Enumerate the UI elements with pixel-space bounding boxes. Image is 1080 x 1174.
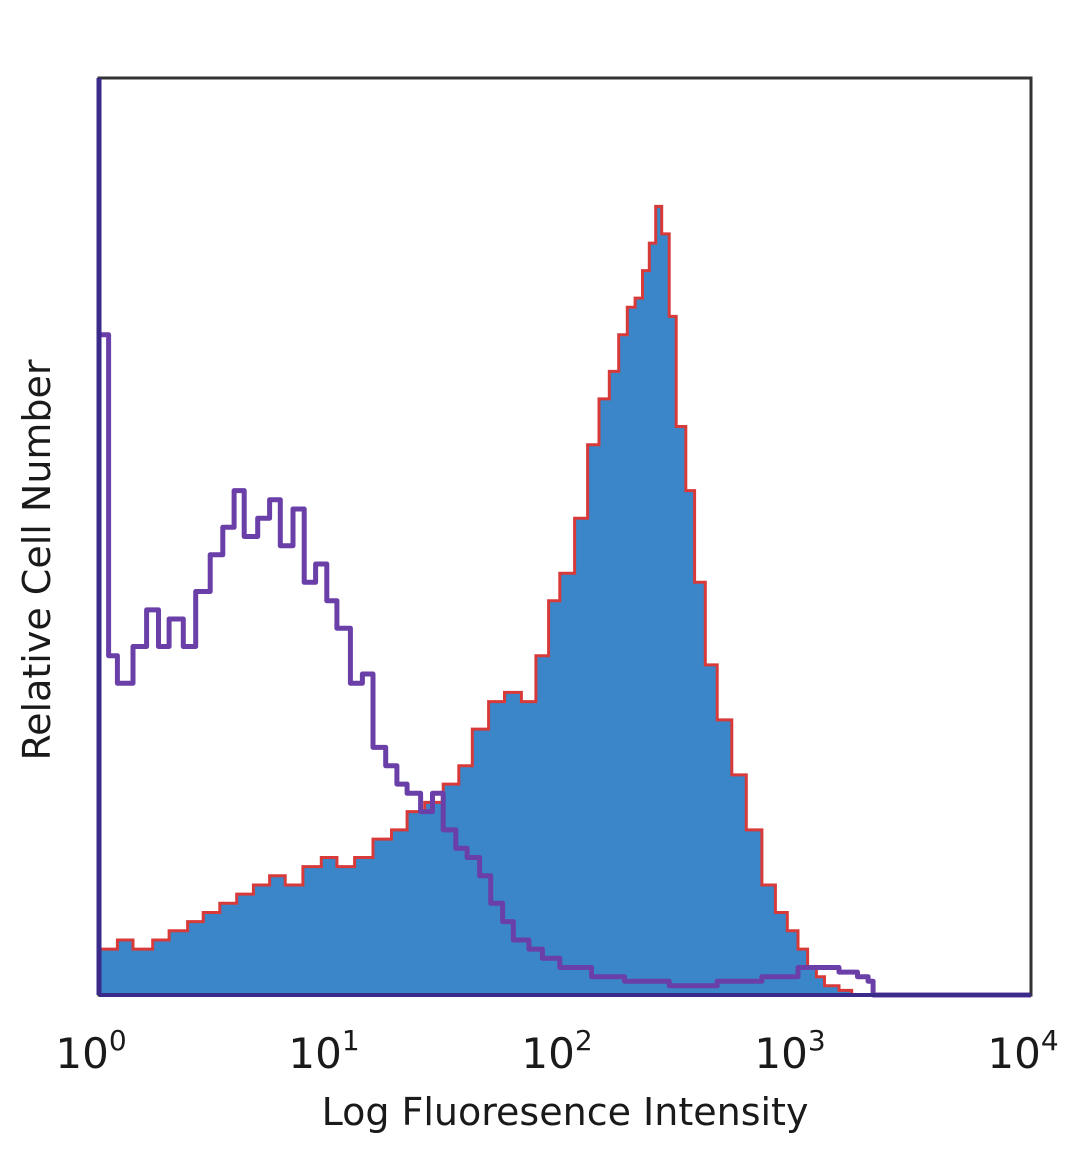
x-tick-label: 101 xyxy=(288,1024,359,1078)
x-tick-label: 102 xyxy=(521,1024,592,1078)
x-tick-label: 103 xyxy=(754,1024,825,1078)
x-tick-label: 100 xyxy=(55,1024,126,1078)
x-axis-title: Log Fluoresence Intensity xyxy=(322,1090,809,1134)
stained-histogram-fill xyxy=(99,206,1031,995)
stained-histogram-outline xyxy=(99,204,1031,997)
isotype-histogram-outline xyxy=(99,332,1031,998)
series-layer xyxy=(99,204,1031,998)
x-tick-label: 104 xyxy=(987,1024,1058,1078)
y-axis-title: Relative Cell Number xyxy=(15,359,59,760)
x-tick-labels: 100 101 102 103 104 xyxy=(55,1024,1058,1078)
